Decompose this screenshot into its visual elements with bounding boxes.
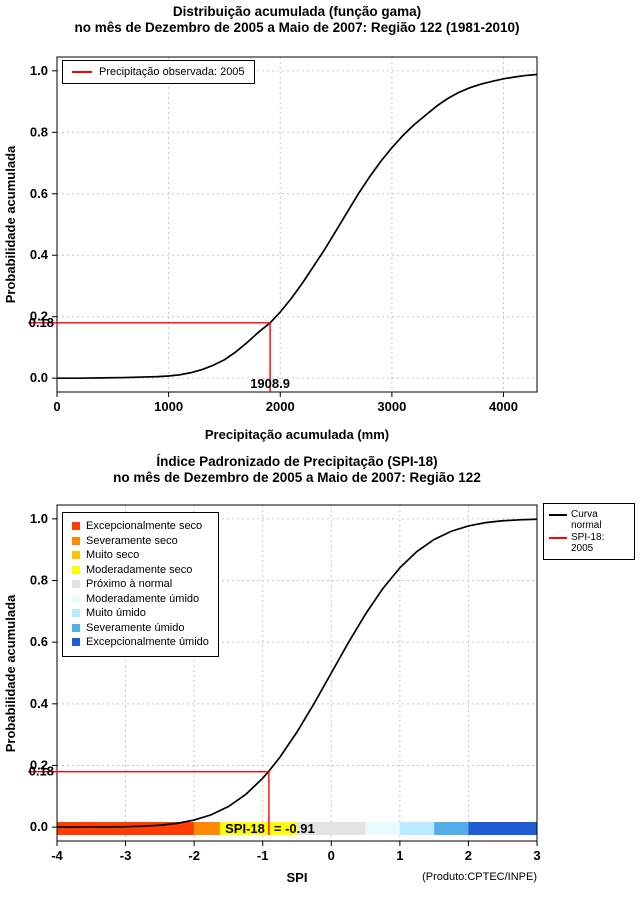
gamma-cdf-plot: 0 1000 2000 3000 4000 0.0 0.2 0.4 0.6 0.8 1.0 0.18 1… xyxy=(28,56,538,414)
y-tick-label: 0.0 xyxy=(30,370,48,385)
category-label: Severamente úmido xyxy=(86,621,185,634)
category-color-swatch xyxy=(72,623,80,632)
category-color-swatch xyxy=(72,609,80,618)
y-tick-label: 1.0 xyxy=(30,511,48,526)
marker-value-label: 1908.9 xyxy=(250,376,290,391)
observed-precip-legend: Precipitação observada: 2005 xyxy=(62,60,255,84)
legend-item-spi-2005: SPI-18: 2005 xyxy=(549,532,629,554)
legend-item-normal-curve: Curva normal xyxy=(549,509,629,531)
category-label: Excepcionalmente seco xyxy=(86,520,203,532)
x-tick-label: 2 xyxy=(465,848,472,863)
category-color-swatch xyxy=(72,594,80,603)
spi-category-item: Moderadamente úmido xyxy=(72,592,209,607)
spi-label: SPI-18 xyxy=(225,821,265,836)
y-axis-label: Probabilidade acumulada xyxy=(3,594,18,753)
legend-label: SPI-18: 2005 xyxy=(571,532,605,554)
x-tick-label: 3000 xyxy=(377,399,406,414)
x-tick-label: 2000 xyxy=(266,399,295,414)
y-tick-label: 1.0 xyxy=(30,63,48,78)
gridlines xyxy=(56,57,537,392)
x-axis-label: SPI xyxy=(286,870,308,885)
y-tick-label: 0.6 xyxy=(30,186,48,201)
chart-subtitle: no mês de Dezembro de 2005 a Maio de 200… xyxy=(113,470,481,485)
observed-value-marker: 0.18 SPI-18 = -0.91 xyxy=(28,764,315,836)
black-line-sample xyxy=(549,514,567,516)
spi-category-item: Muito úmido xyxy=(72,606,209,621)
category-color-swatch xyxy=(72,580,80,589)
category-label: Muito úmido xyxy=(86,607,146,619)
spi-category-legend: Excepcionalmente seco Severamente seco Mui… xyxy=(62,512,219,657)
chart-subtitle: no mês de Dezembro de 2005 a Maio de 200… xyxy=(74,20,520,35)
spi-category-item: Severamente úmido xyxy=(72,621,209,636)
y-tick-label: 0.4 xyxy=(30,696,49,711)
observed-value-marker: 0.18 1908.9 xyxy=(28,315,290,392)
chart-title: Distribuição acumulada (função gama) xyxy=(172,4,422,19)
marker-probability-label: 0.18 xyxy=(29,764,54,779)
curve-legend: Curva normal SPI-18: 2005 xyxy=(543,503,635,560)
red-line-sample xyxy=(72,71,92,73)
y-tick-label: 0.2 xyxy=(30,309,48,324)
category-color-swatch xyxy=(72,638,80,647)
red-line-sample xyxy=(549,537,567,539)
y-tick-label: 0.0 xyxy=(30,819,48,834)
category-label: Próximo à normal xyxy=(86,578,173,590)
plot-border xyxy=(56,56,538,393)
y-tick-label: 0.2 xyxy=(30,757,48,772)
x-tick-label: -2 xyxy=(188,848,200,863)
spi-value-label: = -0.91 xyxy=(274,821,315,836)
axis-ticks: 0 1000 2000 3000 4000 0.0 0.2 0.4 0.6 0.8 1.0 xyxy=(30,63,518,414)
category-label: Severamente seco xyxy=(86,534,178,547)
x-tick-label: -4 xyxy=(51,848,63,863)
spi-label-highlight xyxy=(219,822,267,835)
spi-cdf-chart: -4 -3 -2 -1 0 1 2 3 0.0 0.2 0.4 0.6 0.8 1.0 0.18 SPI-18… xyxy=(0,450,640,900)
category-color-swatch xyxy=(72,565,80,574)
y-axis-label: Probabilidade acumulada xyxy=(3,145,18,304)
spi-category-item: Muito seco xyxy=(72,548,209,563)
x-tick-label: 4000 xyxy=(489,399,518,414)
cdf-curve xyxy=(56,518,538,828)
category-label: Moderadamente seco xyxy=(86,563,193,576)
spi-category-item: Excepcionalmente seco xyxy=(72,519,209,534)
x-axis-label: Precipitação acumulada (mm) xyxy=(204,427,390,442)
spi-category-item: Severamente seco xyxy=(72,534,209,549)
x-tick-label: 0 xyxy=(328,848,335,863)
cdf-curve xyxy=(57,73,538,380)
category-color-swatch xyxy=(72,522,80,531)
category-label: Excepcionalmente úmido xyxy=(86,636,209,648)
chart-title: Índice Padronizado de Precipitação (SPI-… xyxy=(156,454,438,469)
x-tick-label: 0 xyxy=(53,399,60,414)
plot-border xyxy=(56,504,538,842)
legend-label: Curva normal xyxy=(571,509,602,531)
x-tick-label: 1 xyxy=(396,848,403,863)
x-tick-label: 1000 xyxy=(154,399,183,414)
category-color-swatch xyxy=(72,551,80,560)
product-credit: (Produto:CPTEC/INPE) xyxy=(422,871,537,883)
category-label: Muito seco xyxy=(86,549,140,561)
y-tick-label: 0.8 xyxy=(30,573,48,588)
y-tick-label: 0.6 xyxy=(30,634,48,649)
spi-category-item: Moderadamente seco xyxy=(72,563,209,578)
legend-label: Precipitação observada: 2005 xyxy=(99,66,245,78)
category-label: Moderadamente úmido xyxy=(86,592,200,605)
axis-ticks: -4 -3 -2 -1 0 1 2 3 0.0 0.2 0.4 0.6 0.8 1.0 xyxy=(30,511,541,863)
marker-probability-label: 0.18 xyxy=(29,315,54,330)
x-tick-label: -1 xyxy=(257,848,269,863)
spi-category-item: Próximo à normal xyxy=(72,577,209,592)
x-tick-label: -3 xyxy=(120,848,132,863)
y-tick-label: 0.4 xyxy=(30,247,49,262)
y-tick-label: 0.8 xyxy=(30,124,48,139)
gamma-cdf-chart: 0 1000 2000 3000 4000 0.0 0.2 0.4 0.6 0.8 1.0 0.18 1… xyxy=(3,4,538,442)
category-color-swatch xyxy=(72,536,80,545)
x-tick-label: 3 xyxy=(533,848,540,863)
spi-category-item: Excepcionalmente úmido xyxy=(72,635,209,650)
